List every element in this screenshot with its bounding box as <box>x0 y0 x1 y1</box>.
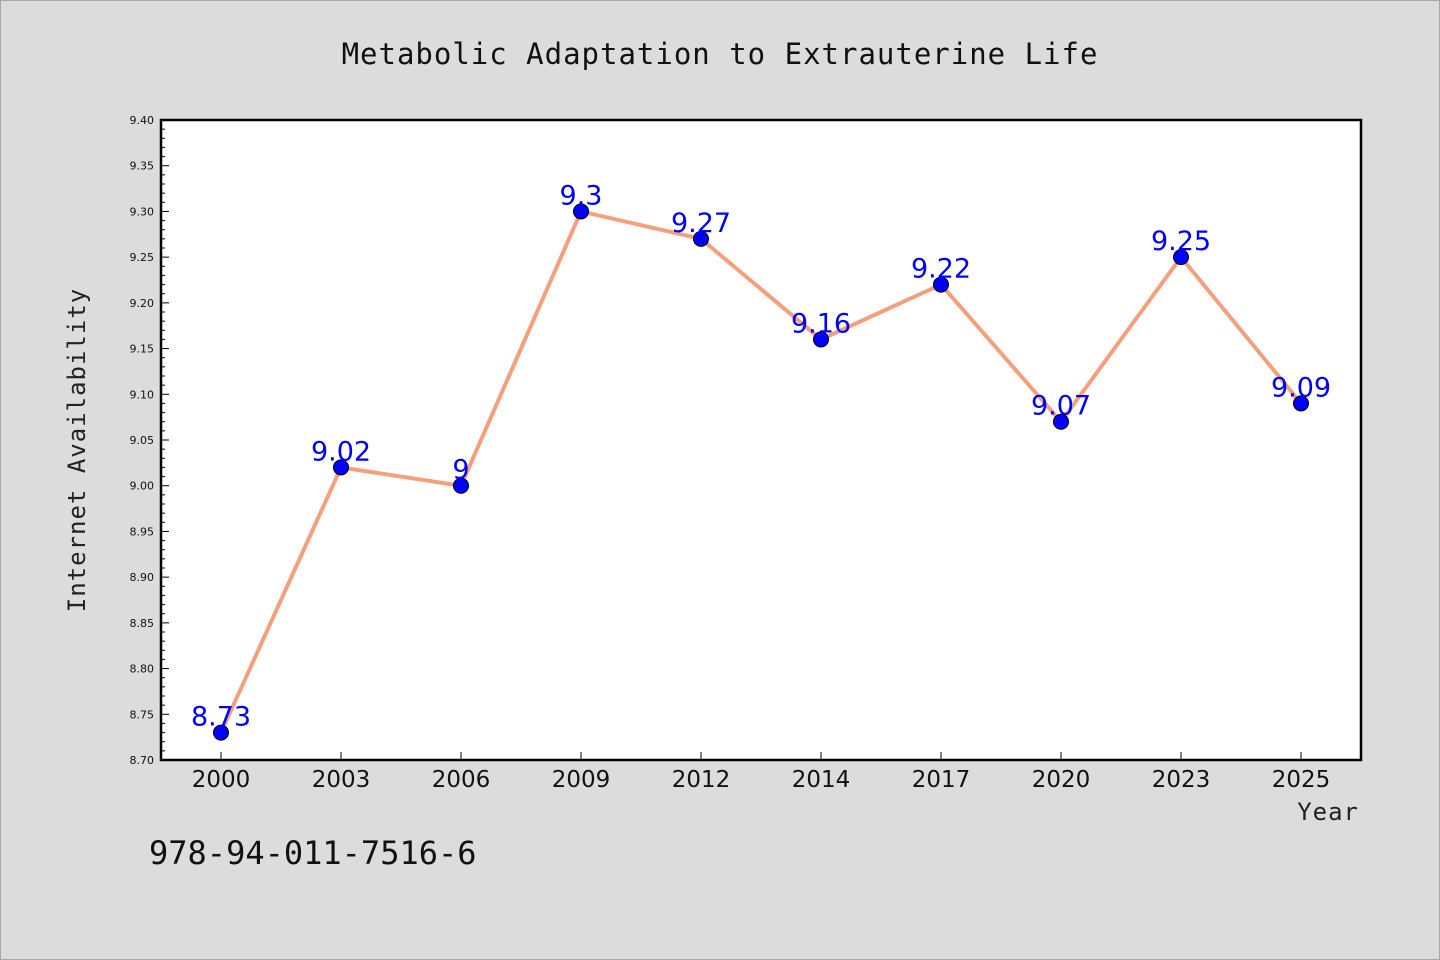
x-tick-label: 2012 <box>672 767 731 793</box>
data-label: 9 <box>452 455 469 486</box>
y-tick-label: 9.25 <box>130 251 155 264</box>
data-point <box>1293 395 1309 412</box>
data-label: 8.73 <box>191 702 251 733</box>
x-tick-label: 2000 <box>192 767 251 793</box>
y-tick-label: 8.85 <box>130 617 155 630</box>
y-tick-label: 8.75 <box>130 708 155 721</box>
data-label: 9.3 <box>560 180 603 211</box>
x-tick-label: 2009 <box>552 767 611 793</box>
y-tick-label: 8.80 <box>130 663 155 676</box>
data-point <box>933 276 949 293</box>
data-label: 9.09 <box>1271 372 1331 403</box>
x-axis-ticks: 2000 2003 2006 2009 2012 2014 2017 2020 2023 2025 <box>192 752 1331 793</box>
x-tick-label: 2003 <box>312 767 371 793</box>
data-label: 9.22 <box>911 254 971 285</box>
y-tick-label: 9.35 <box>130 160 155 173</box>
data-label: 9.02 <box>311 436 371 467</box>
y-tick-label: 9.15 <box>130 343 155 356</box>
y-tick-label: 9.30 <box>130 205 155 218</box>
plot-area <box>161 120 1361 760</box>
y-tick-label: 8.90 <box>130 571 155 584</box>
footer-isbn: 978-94-011-7516-6 <box>149 834 477 872</box>
y-axis-label: Internet Availability <box>63 288 91 612</box>
y-tick-label: 9.05 <box>130 434 155 447</box>
data-label: 9.07 <box>1031 391 1091 422</box>
series-group <box>213 203 1309 741</box>
data-point <box>1173 249 1189 266</box>
x-tick-label: 2023 <box>1152 767 1211 793</box>
plot-frame <box>159 118 1363 762</box>
y-axis-ticks: 8.70 8.75 8.80 8.85 8.90 8.95 9.00 9.05 9.10 9.15… <box>130 114 169 767</box>
data-point <box>453 477 469 494</box>
data-point <box>813 331 829 348</box>
data-point <box>213 724 229 741</box>
x-tick-label: 2025 <box>1272 767 1331 793</box>
x-tick-label: 2014 <box>792 767 851 793</box>
data-point <box>693 230 709 247</box>
data-label: 9.16 <box>791 308 851 339</box>
data-labels: 8.73 9.02 9 9.3 9.27 9.16 9.22 9.07 9.25 9.09 <box>191 180 1331 732</box>
data-label: 9.25 <box>1151 226 1211 257</box>
series-line <box>219 209 1303 735</box>
x-tick-label: 2006 <box>432 767 491 793</box>
x-axis-label: Year <box>1297 798 1359 826</box>
y-tick-label: 9.00 <box>130 480 155 493</box>
chart-title: Metabolic Adaptation to Extrauterine Lif… <box>342 37 1099 71</box>
data-point <box>333 459 349 476</box>
y-tick-label: 8.95 <box>130 525 155 538</box>
data-label: 9.27 <box>671 208 731 239</box>
y-tick-label: 9.40 <box>130 114 155 127</box>
y-tick-label: 9.20 <box>130 297 155 310</box>
y-tick-label: 8.70 <box>130 754 155 767</box>
x-tick-label: 2020 <box>1032 767 1091 793</box>
data-point <box>573 203 589 220</box>
data-point <box>1053 413 1069 430</box>
x-tick-label: 2017 <box>912 767 971 793</box>
y-tick-label: 9.10 <box>130 388 155 401</box>
